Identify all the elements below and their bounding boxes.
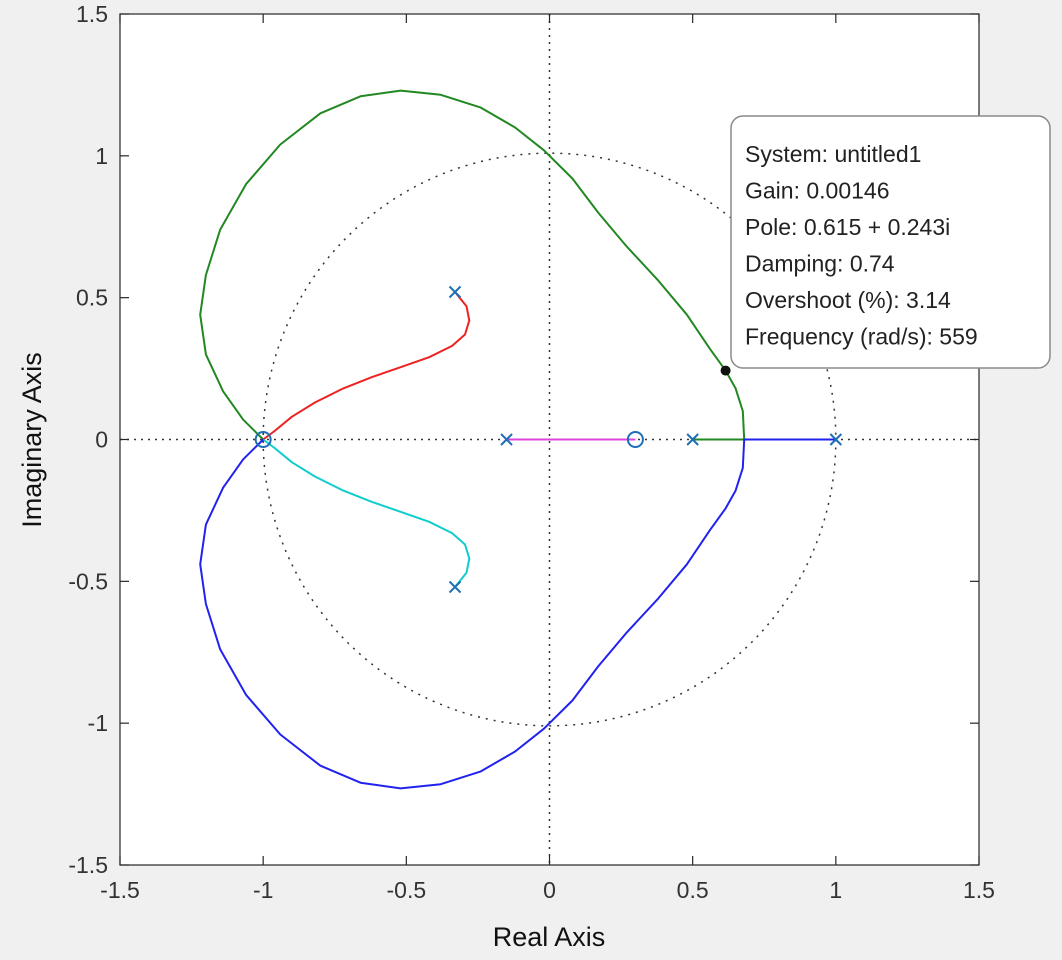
y-tick-label: 0 [95, 427, 108, 453]
locus-branch-2 [262, 438, 471, 588]
y-tick-label: 0.5 [76, 285, 108, 311]
x-tick-label: -1.5 [100, 877, 140, 903]
x-tick-label: 1 [829, 877, 842, 903]
zeros [254, 431, 644, 448]
y-tick-label: -1 [88, 710, 108, 736]
datatip-point[interactable] [720, 365, 731, 376]
pole-marker-1 [448, 285, 462, 299]
y-tick-label: 1 [95, 143, 108, 169]
locus-branch-4 [199, 89, 746, 441]
locus-branch-1 [262, 291, 471, 441]
y-tick-labels: 1.5 1 0.5 0 -0.5 -1 -1.5 [68, 1, 108, 878]
zero-marker-1 [254, 431, 272, 448]
locus-branch-5 [199, 438, 836, 790]
datatip-box [730, 115, 1051, 369]
x-tick-label: -0.5 [387, 877, 427, 903]
datatip-line-6: Frequency (rad/s): 559 [745, 324, 978, 350]
x-tick-labels: -1.5 -1 -0.5 0 0.5 1 1.5 [100, 877, 995, 903]
y-tick-label: -0.5 [68, 568, 108, 594]
datatip-line-3: Pole: 0.615 + 0.243i [745, 214, 950, 240]
y-tick-label: 1.5 [76, 1, 108, 27]
pole-marker-3 [500, 433, 513, 446]
pole-marker-4 [686, 433, 699, 446]
x-tick-label: 1.5 [963, 877, 995, 903]
x-axis-label: Real Axis [493, 922, 606, 952]
datatip-line-5: Overshoot (%): 3.14 [745, 287, 951, 313]
x-tick-label: 0 [543, 877, 556, 903]
x-tick-label: -1 [253, 877, 273, 903]
pole-marker-2 [448, 580, 462, 594]
y-axis-label: Imaginary Axis [17, 352, 47, 528]
datatip-line-1: System: untitled1 [745, 141, 921, 167]
zero-marker-2 [626, 431, 644, 448]
poles [448, 285, 843, 594]
pole-marker-5 [829, 433, 843, 446]
y-tick-label: -1.5 [68, 852, 108, 878]
locus-branches [199, 89, 836, 790]
x-tick-label: 0.5 [677, 877, 709, 903]
datatip-line-2: Gain: 0.00146 [745, 178, 890, 204]
datatip[interactable]: System: untitled1 Gain: 0.00146 Pole: 0.61… [720, 115, 1051, 376]
datatip-line-4: Damping: 0.74 [745, 251, 895, 277]
